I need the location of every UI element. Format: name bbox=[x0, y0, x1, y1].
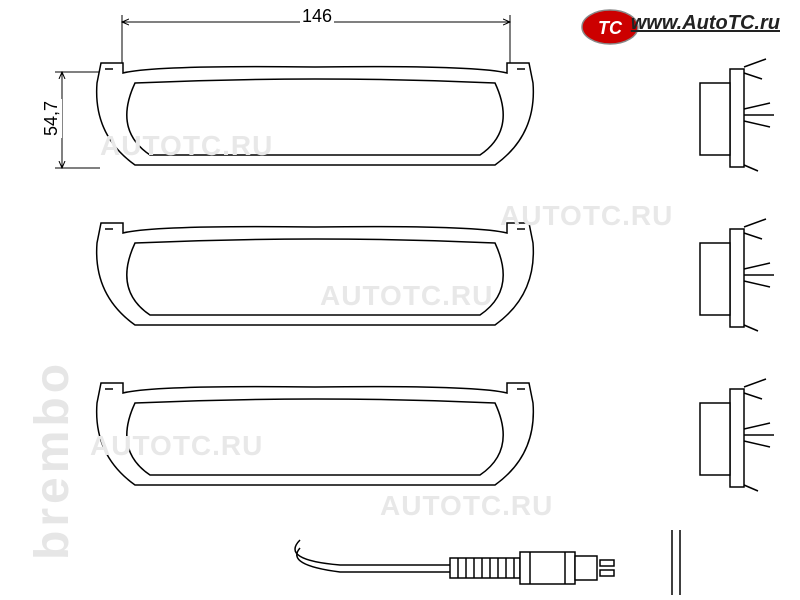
pad-row bbox=[97, 219, 774, 331]
dimension-width-label: 146 bbox=[300, 6, 334, 27]
site-url-link[interactable]: www.AutoTC.ru bbox=[631, 12, 780, 35]
technical-drawing bbox=[0, 0, 800, 600]
pad-row bbox=[97, 59, 774, 171]
dimension-height-label: 54,7 bbox=[41, 99, 62, 138]
pad-row bbox=[97, 379, 774, 491]
brand-watermark: brembo bbox=[25, 360, 80, 560]
svg-text:TC: TC bbox=[598, 18, 623, 38]
connector-assembly bbox=[295, 530, 680, 595]
